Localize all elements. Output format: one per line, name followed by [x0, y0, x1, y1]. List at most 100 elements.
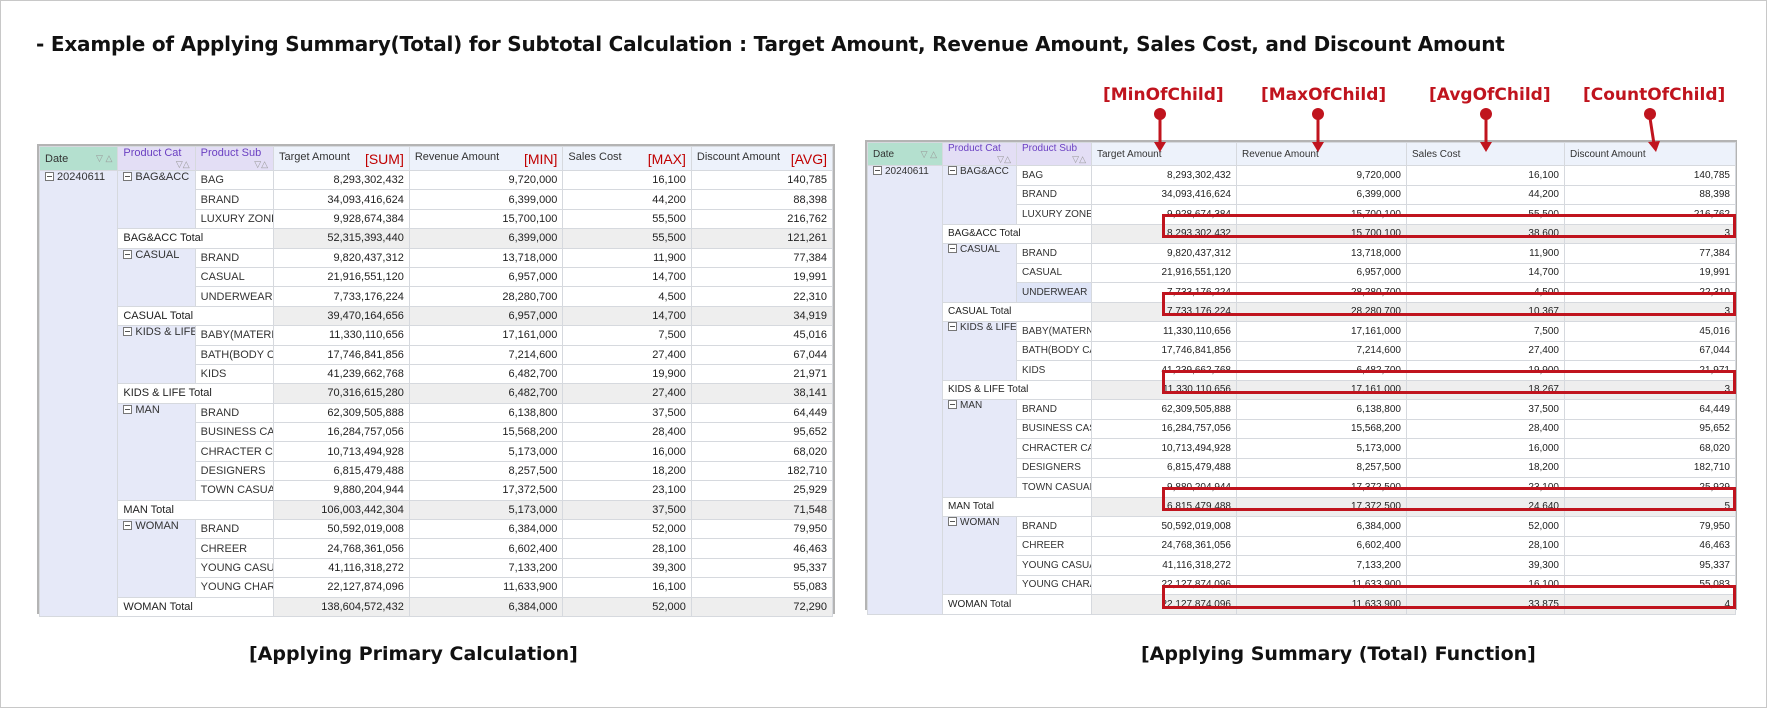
sales-cost-cell[interactable]: 16,000: [562, 441, 692, 462]
subtotal-revenue-amount[interactable]: 17,372,500: [1236, 496, 1407, 517]
revenue-amount-cell[interactable]: 6,138,800: [1236, 399, 1407, 420]
sales-cost-cell[interactable]: 27,400: [562, 344, 692, 365]
discount-amount-cell[interactable]: 19,991: [1564, 262, 1736, 283]
revenue-amount-cell[interactable]: 15,700,100: [408, 208, 564, 230]
discount-amount-cell[interactable]: 25,929: [690, 480, 834, 501]
revenue-amount-cell[interactable]: 15,700,100: [1236, 204, 1407, 225]
subtotal-target-amount[interactable]: 22,127,874,096: [1091, 594, 1237, 615]
subtotal-discount-amount[interactable]: 34,919: [690, 305, 834, 327]
header-sales-cost[interactable]: Sales Cost [MAX]: [562, 146, 692, 171]
sales-cost-cell[interactable]: 16,100: [562, 577, 692, 598]
sales-cost-cell[interactable]: 16,000: [1406, 438, 1565, 459]
collapse-icon[interactable]: [948, 322, 957, 331]
subtotal-sales-cost[interactable]: 33,875: [1406, 594, 1565, 615]
sales-cost-cell[interactable]: 18,200: [562, 460, 692, 482]
subcategory-cell[interactable]: CASUAL: [1016, 262, 1092, 283]
sales-cost-cell[interactable]: 39,300: [1406, 555, 1565, 576]
revenue-amount-cell[interactable]: 11,633,900: [408, 577, 564, 598]
subtotal-target-amount[interactable]: 8,293,302,432: [1091, 223, 1237, 244]
header-discount-amount[interactable]: Discount Amount: [1564, 142, 1736, 166]
subcategory-cell[interactable]: BRAND: [194, 402, 275, 424]
collapse-icon[interactable]: [45, 172, 54, 181]
date-cell[interactable]: 20240611: [38, 170, 119, 617]
revenue-amount-cell[interactable]: 6,138,800: [408, 402, 564, 424]
target-amount-cell[interactable]: 21,916,551,120: [1091, 262, 1237, 283]
target-amount-cell[interactable]: 11,330,110,656: [273, 325, 410, 346]
header-revenue-amount[interactable]: Revenue Amount: [1236, 142, 1407, 166]
collapse-icon[interactable]: [123, 249, 133, 259]
discount-amount-cell[interactable]: 79,950: [1564, 516, 1736, 537]
target-amount-cell[interactable]: 9,880,204,944: [273, 480, 410, 501]
revenue-amount-cell[interactable]: 13,718,000: [408, 247, 564, 268]
revenue-amount-cell[interactable]: 6,482,700: [408, 363, 564, 385]
sales-cost-cell[interactable]: 11,900: [562, 247, 692, 268]
sales-cost-cell[interactable]: 19,900: [1406, 360, 1565, 381]
sales-cost-cell[interactable]: 28,400: [562, 422, 692, 443]
sales-cost-cell[interactable]: 37,500: [1406, 399, 1565, 420]
category-cell[interactable]: BAG&ACC: [942, 165, 1017, 225]
subtotal-sales-cost[interactable]: 27,400: [562, 383, 692, 404]
subcategory-cell[interactable]: TOWN CASUAL: [194, 480, 275, 501]
discount-amount-cell[interactable]: 95,337: [1564, 555, 1736, 576]
discount-amount-cell[interactable]: 22,310: [690, 286, 834, 307]
revenue-amount-cell[interactable]: 6,384,000: [1236, 516, 1407, 537]
discount-amount-cell[interactable]: 182,710: [1564, 457, 1736, 478]
target-amount-cell[interactable]: 17,746,841,856: [273, 344, 410, 365]
target-amount-cell[interactable]: 7,733,176,224: [1091, 282, 1237, 303]
discount-amount-cell[interactable]: 64,449: [690, 402, 834, 424]
subcategory-cell[interactable]: BRAND: [1016, 516, 1092, 537]
target-amount-cell[interactable]: 50,592,019,008: [1091, 516, 1237, 537]
discount-amount-cell[interactable]: 46,463: [690, 538, 834, 559]
subtotal-label[interactable]: MAN Total: [942, 496, 1092, 517]
sales-cost-cell[interactable]: 55,500: [562, 208, 692, 230]
category-cell[interactable]: WOMAN: [942, 516, 1017, 595]
subtotal-label[interactable]: MAN Total: [117, 499, 275, 521]
filter-sort-icon[interactable]: ▽△: [997, 154, 1011, 164]
discount-amount-cell[interactable]: 68,020: [690, 441, 834, 462]
revenue-amount-cell[interactable]: 17,161,000: [408, 325, 564, 346]
header-product-cat[interactable]: Product Cat ▽△: [117, 146, 196, 171]
subtotal-discount-amount[interactable]: 3: [1564, 379, 1736, 400]
category-cell[interactable]: CASUAL: [942, 243, 1017, 303]
discount-amount-cell[interactable]: 182,710: [690, 460, 834, 482]
sales-cost-cell[interactable]: 39,300: [562, 557, 692, 579]
revenue-amount-cell[interactable]: 7,133,200: [408, 557, 564, 579]
collapse-icon[interactable]: [873, 166, 882, 175]
subtotal-label[interactable]: BAG&ACC Total: [942, 223, 1092, 244]
subcategory-cell[interactable]: BRAND: [194, 247, 275, 268]
target-amount-cell[interactable]: 22,127,874,096: [273, 577, 410, 598]
subtotal-sales-cost[interactable]: 14,700: [562, 305, 692, 327]
subtotal-revenue-amount[interactable]: 6,482,700: [408, 383, 564, 404]
target-amount-cell[interactable]: 9,928,674,384: [273, 208, 410, 230]
sales-cost-cell[interactable]: 28,100: [562, 538, 692, 559]
revenue-amount-cell[interactable]: 11,633,900: [1236, 574, 1407, 595]
sales-cost-cell[interactable]: 28,100: [1406, 535, 1565, 556]
sales-cost-cell[interactable]: 11,900: [1406, 243, 1565, 264]
target-amount-cell[interactable]: 22,127,874,096: [1091, 574, 1237, 595]
subtotal-revenue-amount[interactable]: 6,384,000: [408, 596, 564, 617]
sales-cost-cell[interactable]: 4,500: [1406, 282, 1565, 303]
revenue-amount-cell[interactable]: 15,568,200: [1236, 418, 1407, 439]
revenue-amount-cell[interactable]: 6,957,000: [1236, 262, 1407, 283]
discount-amount-cell[interactable]: 21,971: [690, 363, 834, 385]
subtotal-sales-cost[interactable]: 38,600: [1406, 223, 1565, 244]
subcategory-cell[interactable]: BRAND: [194, 189, 275, 210]
category-cell[interactable]: KIDS & LIFE: [942, 321, 1017, 381]
target-amount-cell[interactable]: 21,916,551,120: [273, 266, 410, 288]
subcategory-cell[interactable]: YOUNG CASUAL: [194, 557, 275, 579]
target-amount-cell[interactable]: 9,880,204,944: [1091, 477, 1237, 498]
subtotal-revenue-amount[interactable]: 11,633,900: [1236, 594, 1407, 615]
discount-amount-cell[interactable]: 46,463: [1564, 535, 1736, 556]
subcategory-cell[interactable]: UNDERWEAR: [1016, 282, 1092, 303]
subtotal-revenue-amount[interactable]: 6,399,000: [408, 228, 564, 249]
subcategory-cell[interactable]: BAG: [194, 169, 275, 191]
subcategory-cell[interactable]: BRAND: [1016, 184, 1092, 205]
discount-amount-cell[interactable]: 64,449: [1564, 399, 1736, 420]
subtotal-label[interactable]: CASUAL Total: [117, 305, 275, 327]
revenue-amount-cell[interactable]: 8,257,500: [1236, 457, 1407, 478]
discount-amount-cell[interactable]: 95,652: [1564, 418, 1736, 439]
revenue-amount-cell[interactable]: 6,602,400: [408, 538, 564, 559]
subtotal-label[interactable]: BAG&ACC Total: [117, 228, 275, 249]
revenue-amount-cell[interactable]: 15,568,200: [408, 422, 564, 443]
subcategory-cell[interactable]: BATH(BODY CAR: [1016, 340, 1092, 361]
